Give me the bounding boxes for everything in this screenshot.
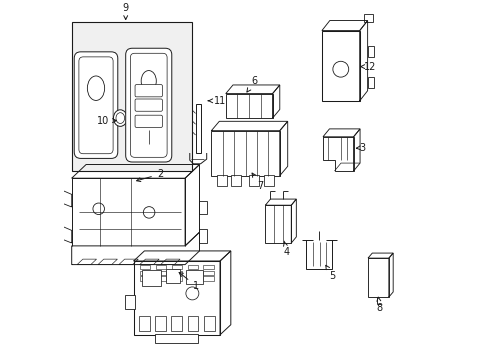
FancyBboxPatch shape: [74, 52, 118, 158]
Bar: [187, 276, 197, 281]
Circle shape: [93, 203, 104, 215]
Bar: [203, 271, 213, 275]
Bar: [187, 316, 198, 331]
Text: 5: 5: [325, 265, 335, 281]
Bar: [263, 175, 273, 186]
Bar: [199, 201, 207, 214]
Bar: [140, 265, 150, 269]
Text: 10: 10: [96, 116, 116, 126]
Circle shape: [143, 207, 155, 218]
Ellipse shape: [87, 76, 104, 100]
Text: 2: 2: [136, 169, 163, 181]
Bar: [156, 276, 166, 281]
Bar: [203, 276, 213, 281]
Bar: [185, 270, 203, 284]
Ellipse shape: [113, 110, 127, 126]
Text: 12: 12: [360, 62, 376, 72]
Bar: [156, 265, 166, 269]
Bar: [187, 271, 197, 275]
Text: 8: 8: [376, 297, 382, 313]
Bar: [156, 271, 166, 275]
Bar: [211, 131, 279, 176]
Bar: [363, 14, 372, 22]
FancyBboxPatch shape: [135, 115, 162, 127]
Bar: [187, 265, 197, 269]
Bar: [367, 46, 373, 57]
Circle shape: [332, 61, 348, 77]
Bar: [124, 294, 134, 309]
Bar: [265, 205, 291, 243]
Text: 4: 4: [283, 241, 289, 257]
Bar: [231, 175, 241, 186]
Text: 11: 11: [208, 96, 225, 106]
Bar: [171, 276, 182, 281]
Bar: [367, 258, 388, 297]
Ellipse shape: [141, 71, 156, 91]
Bar: [195, 104, 200, 153]
Bar: [249, 175, 259, 186]
FancyBboxPatch shape: [125, 48, 171, 162]
Bar: [139, 316, 149, 331]
Bar: [203, 316, 214, 331]
Bar: [321, 31, 359, 101]
Bar: [367, 77, 373, 88]
Bar: [140, 271, 150, 275]
Bar: [216, 175, 226, 186]
Text: 9: 9: [122, 3, 128, 19]
Bar: [141, 270, 161, 286]
Text: 1: 1: [179, 273, 199, 291]
Bar: [203, 265, 213, 269]
Bar: [171, 265, 182, 269]
FancyBboxPatch shape: [79, 57, 113, 154]
Ellipse shape: [116, 113, 124, 123]
Bar: [155, 316, 166, 331]
Text: 6: 6: [246, 76, 257, 92]
Bar: [133, 261, 220, 335]
Bar: [155, 334, 198, 343]
Text: 7: 7: [251, 173, 264, 191]
FancyBboxPatch shape: [130, 53, 167, 157]
Bar: [171, 271, 182, 275]
Bar: [140, 276, 150, 281]
Bar: [72, 22, 192, 171]
FancyBboxPatch shape: [135, 99, 162, 111]
Bar: [199, 229, 207, 243]
FancyBboxPatch shape: [135, 85, 162, 97]
Bar: [166, 269, 180, 283]
Bar: [225, 94, 272, 118]
Bar: [171, 316, 182, 331]
Text: 3: 3: [356, 143, 365, 153]
Circle shape: [185, 287, 199, 300]
